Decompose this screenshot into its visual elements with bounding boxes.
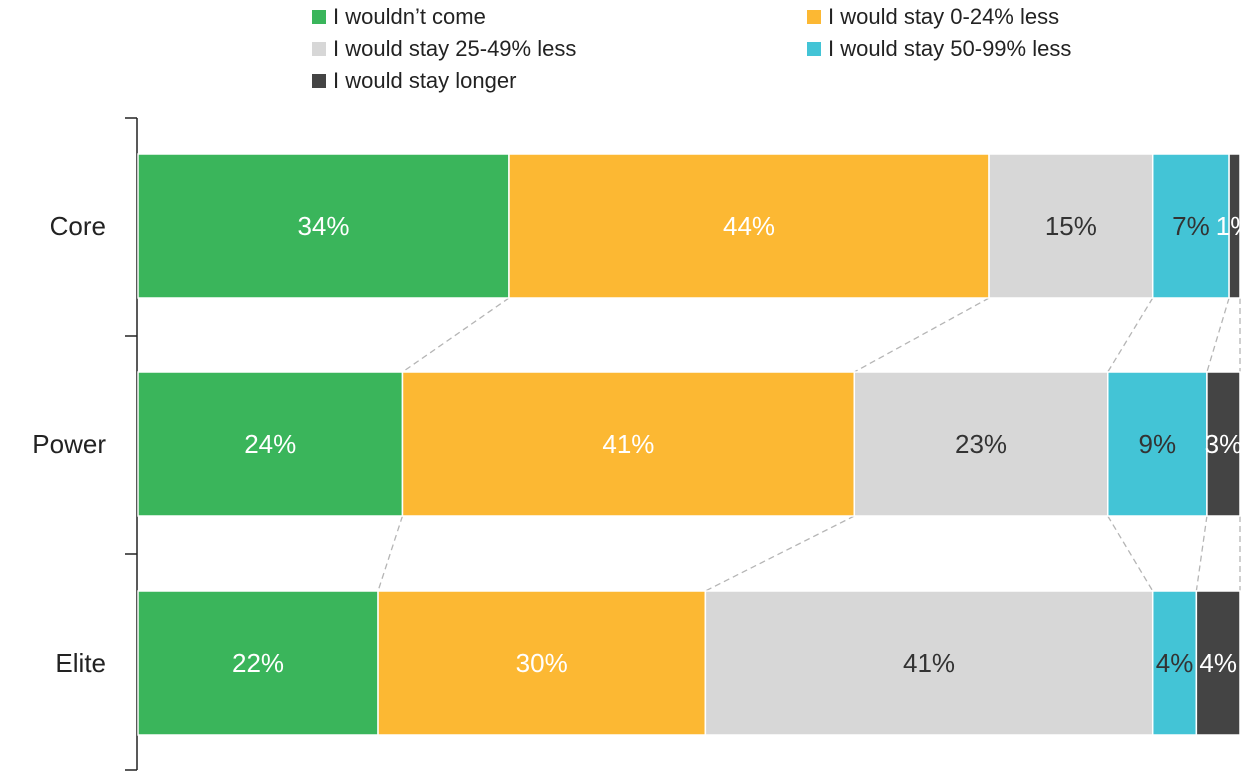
data-label: 41%: [903, 648, 955, 678]
category-label: Core: [50, 211, 106, 241]
legend-item-stay-0-24-less: I would stay 0-24% less: [807, 4, 1059, 30]
data-label: 34%: [297, 211, 349, 241]
legend-item-stay-50-99-less: I would stay 50-99% less: [807, 36, 1071, 62]
bar-segment: [137, 371, 404, 517]
data-label: 30%: [516, 648, 568, 678]
connector-line: [705, 515, 855, 592]
data-label: 9%: [1139, 429, 1177, 459]
category-label: Elite: [55, 648, 106, 678]
bar-segment: [1195, 590, 1241, 736]
data-label: 44%: [723, 211, 775, 241]
data-label: 4%: [1156, 648, 1194, 678]
connector-line: [853, 297, 990, 373]
bar-segment: [1151, 590, 1198, 736]
bar-segment: [988, 153, 1154, 299]
data-label: 41%: [602, 429, 654, 459]
bar-segment: [377, 590, 707, 736]
legend-item-wouldnt-come: I wouldn’t come: [312, 4, 486, 30]
legend-swatch-green: [312, 10, 326, 24]
bar-segment: [704, 590, 1154, 736]
bar-segment: [853, 371, 1109, 517]
legend: I wouldn’t come I would stay 0-24% less …: [312, 4, 1212, 96]
data-label: 1%: [1216, 211, 1253, 241]
bar-segment: [1206, 371, 1241, 517]
data-label: 23%: [955, 429, 1007, 459]
connector-line: [1195, 515, 1208, 592]
legend-label: I would stay 50-99% less: [828, 36, 1072, 61]
legend-label: I wouldn’t come: [333, 4, 486, 29]
bar-segment: [1107, 371, 1208, 517]
data-label: 15%: [1045, 211, 1097, 241]
bar-segment: [137, 590, 379, 736]
legend-swatch-orange: [807, 10, 821, 24]
legend-item-stay-longer: I would stay longer: [312, 68, 516, 94]
data-label: 24%: [244, 429, 296, 459]
connector-line: [1206, 297, 1230, 373]
connector-line: [1107, 297, 1154, 373]
data-label: 3%: [1205, 429, 1243, 459]
legend-swatch-cyan: [807, 42, 821, 56]
data-label: 7%: [1172, 211, 1210, 241]
data-label: 22%: [232, 648, 284, 678]
legend-item-stay-25-49-less: I would stay 25-49% less: [312, 36, 576, 62]
legend-label: I would stay 0-24% less: [828, 4, 1060, 29]
bar-segment: [137, 153, 510, 299]
bar-segment: [1151, 153, 1230, 299]
connector-line: [1107, 515, 1154, 592]
legend-label: I would stay longer: [333, 68, 517, 93]
category-label: Power: [32, 429, 106, 459]
legend-swatch-gray: [312, 42, 326, 56]
legend-swatch-dark: [312, 74, 326, 88]
bar-segment: [401, 371, 856, 517]
connector-line: [402, 297, 510, 373]
legend-label: I would stay 25-49% less: [333, 36, 577, 61]
data-label: 4%: [1199, 648, 1237, 678]
bar-segment: [508, 153, 990, 299]
connector-line: [377, 515, 404, 592]
bar-segment: [1228, 153, 1241, 299]
